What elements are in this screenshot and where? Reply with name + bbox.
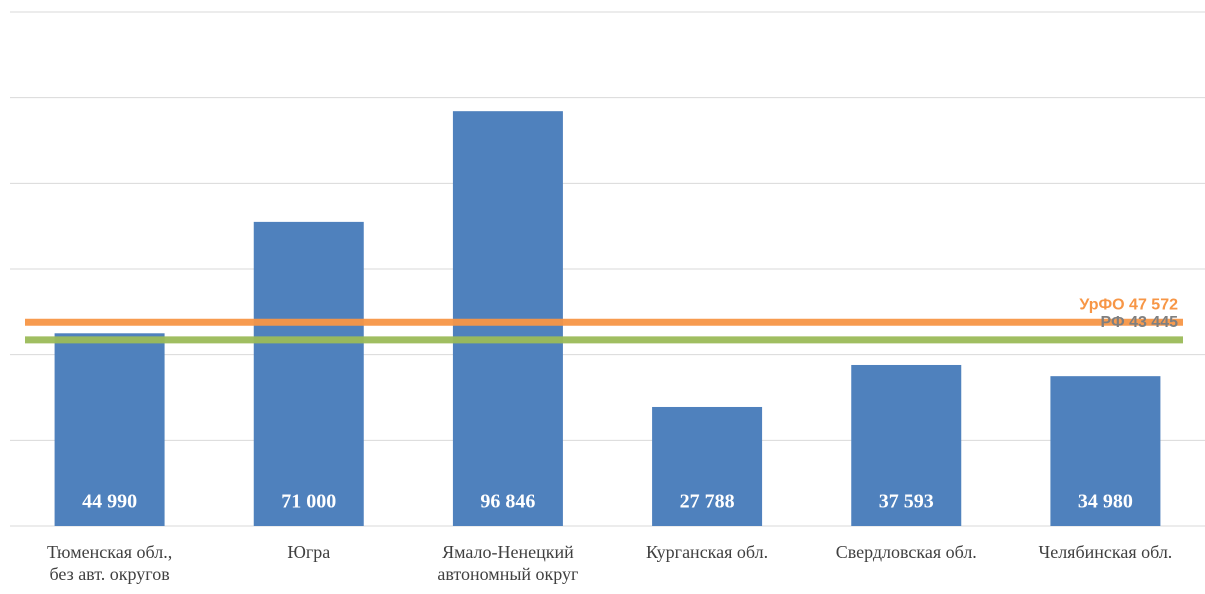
bar — [851, 364, 962, 526]
value-label: 37 593 — [879, 491, 934, 513]
bar — [54, 333, 165, 526]
value-label: 71 000 — [281, 491, 336, 513]
x-tick-label: Челябинская обл. — [1038, 542, 1173, 562]
x-tick-label: Ямало-Ненецкий автономный округ — [437, 542, 579, 584]
reference-label: УрФО 47 572 — [1079, 296, 1178, 313]
bar — [452, 111, 563, 526]
value-label: 34 980 — [1078, 491, 1133, 513]
bar — [253, 221, 364, 526]
value-label: 27 788 — [680, 491, 735, 513]
x-tick-label: Тюменская обл., без авт. округов — [46, 542, 173, 584]
bar — [1050, 376, 1161, 526]
reference-label: РФ 43 445 — [1101, 314, 1179, 331]
value-label: 44 990 — [82, 491, 137, 513]
value-label: 96 846 — [480, 491, 535, 513]
x-tick-label: Курганская обл. — [646, 542, 769, 562]
bar — [652, 406, 763, 526]
x-tick-label: Свердловская обл. — [835, 542, 977, 562]
x-tick-label: Югра — [287, 542, 331, 562]
